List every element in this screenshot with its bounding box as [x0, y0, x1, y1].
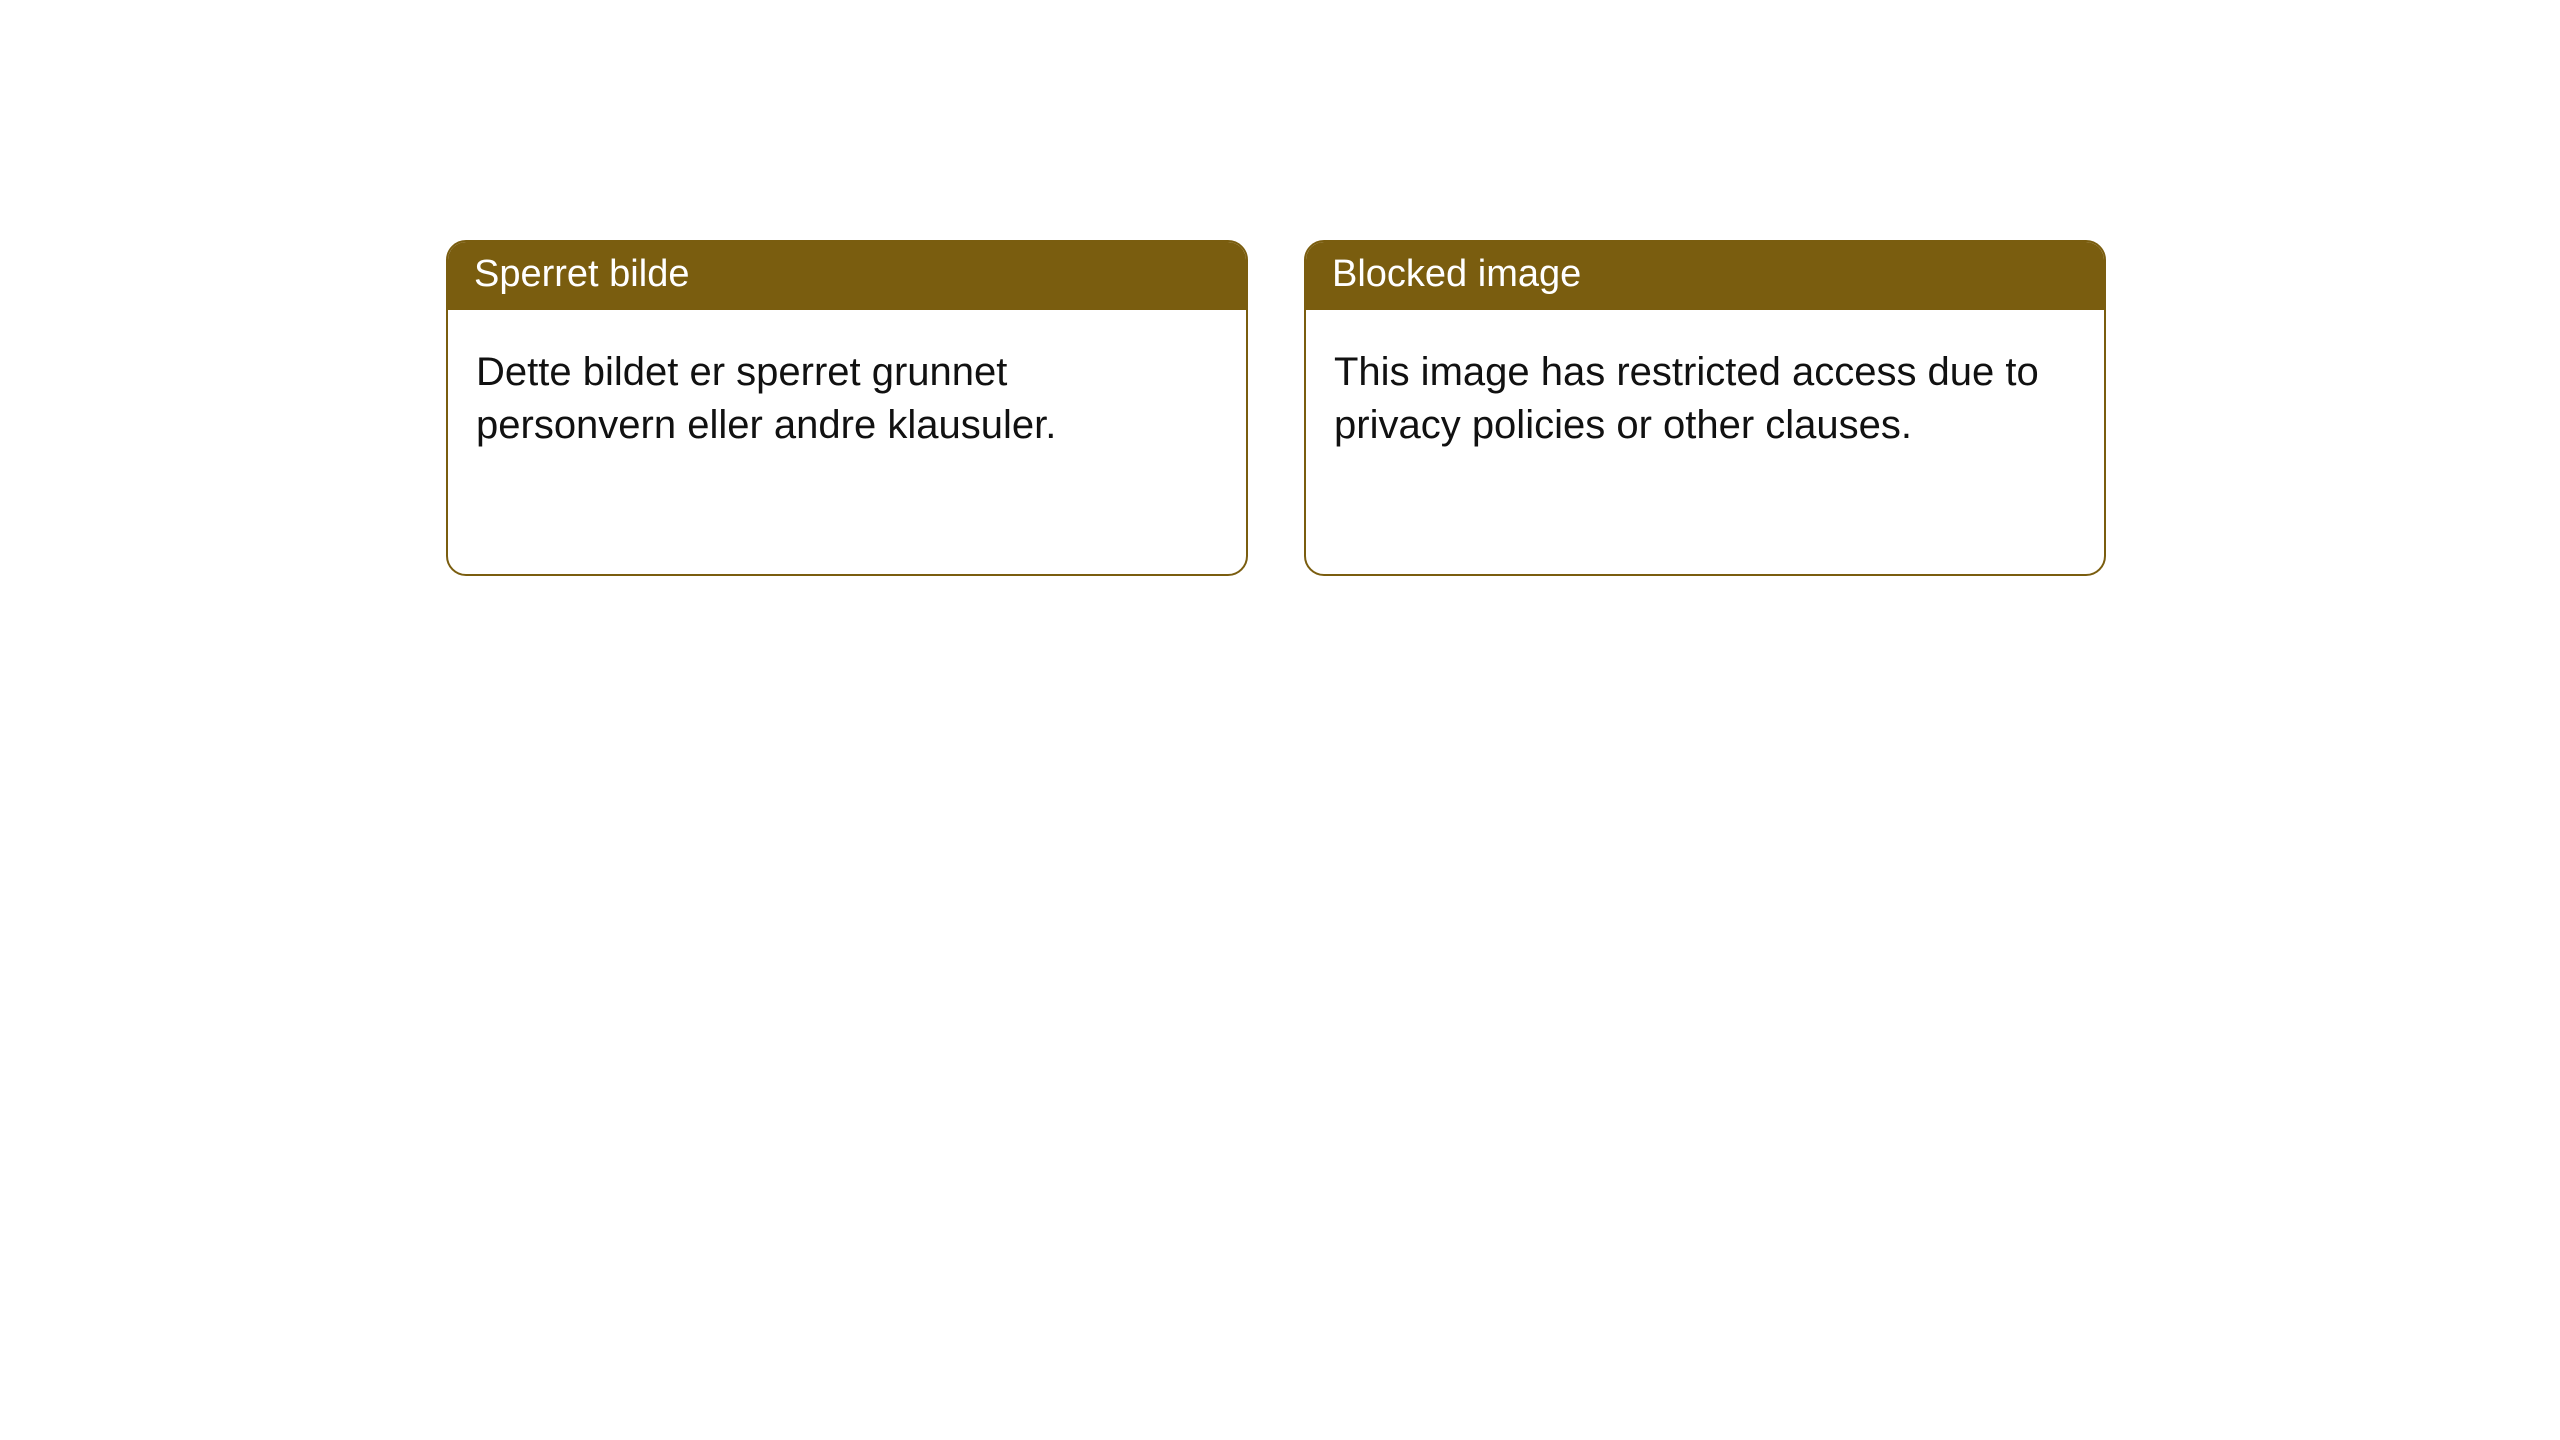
card-body: Dette bildet er sperret grunnet personve…: [448, 310, 1246, 480]
blocked-image-card-en: Blocked image This image has restricted …: [1304, 240, 2106, 576]
card-body: This image has restricted access due to …: [1306, 310, 2104, 480]
card-header: Sperret bilde: [448, 242, 1246, 310]
card-header: Blocked image: [1306, 242, 2104, 310]
blocked-image-card-no: Sperret bilde Dette bildet er sperret gr…: [446, 240, 1248, 576]
notice-container: Sperret bilde Dette bildet er sperret gr…: [0, 0, 2560, 576]
